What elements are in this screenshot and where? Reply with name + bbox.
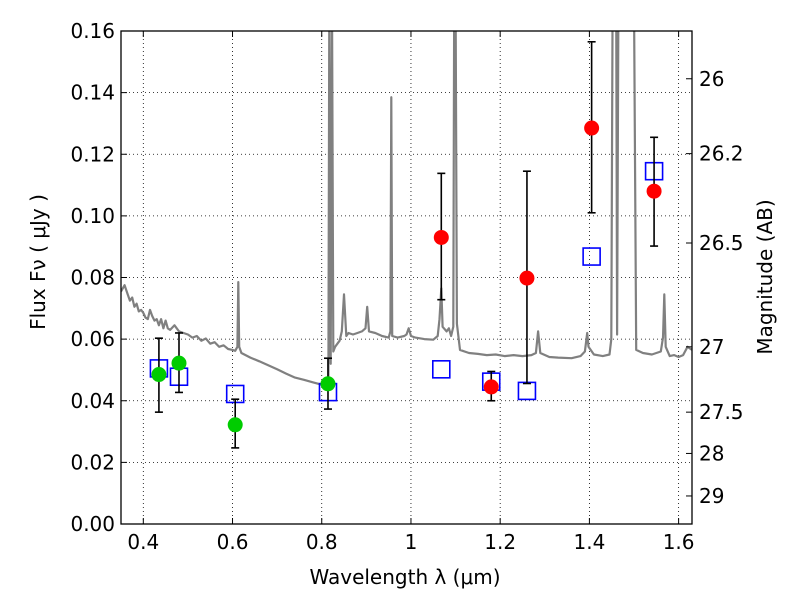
model-photometry-square	[431, 360, 451, 379]
y-tick-label: 0.06	[70, 327, 115, 351]
optical-data-point	[320, 376, 336, 392]
model-photometry-square	[582, 247, 601, 266]
y-tick-label: 0.16	[70, 19, 115, 43]
x-axis-label: Wavelength λ (μm)	[309, 565, 500, 589]
right-axis-label: Magnitude (AB)	[753, 199, 777, 354]
x-tick-label: 1.4	[573, 530, 605, 554]
optical-data-point	[151, 367, 167, 383]
plot-frame	[120, 30, 693, 525]
right-axis-tick-labels: 26 26.2 26.5 27 27.5 28 29	[699, 67, 744, 508]
y-tick-label: 0.08	[70, 266, 115, 290]
y-tick-label: 0.00	[70, 512, 115, 536]
y-tick-label: 0.14	[70, 81, 115, 105]
right-tick-label: 26.5	[699, 231, 744, 255]
right-tick-label: 27	[699, 335, 724, 359]
x-tick-label: 1.6	[663, 530, 695, 554]
x-tick-label: 0.6	[217, 530, 249, 554]
y-tick-label: 0.02	[70, 450, 115, 474]
right-tick-label: 26	[699, 67, 724, 91]
x-axis-tick-labels: 0.4 0.6 0.8 1 1.2 1.4 1.6	[127, 530, 694, 554]
optical-data-point	[227, 417, 243, 433]
model-photometry-square	[517, 381, 537, 401]
model-spectrum-line	[121, 31, 692, 387]
x-tick-label: 1.2	[484, 530, 516, 554]
y-axis-label: Flux Fν ( μJy )	[26, 194, 50, 330]
gridlines	[121, 31, 692, 524]
near-ir-data-point	[483, 379, 499, 395]
x-tick-label: 1	[405, 530, 418, 554]
plot-area	[121, 31, 692, 449]
right-tick-label: 29	[699, 484, 724, 508]
axis-ticks	[121, 30, 692, 525]
near-ir-data-point	[584, 120, 600, 136]
y-tick-label: 0.04	[70, 389, 115, 413]
right-tick-label: 27.5	[699, 400, 744, 424]
y-axis-tick-labels: 0.00 0.02 0.04 0.06 0.08 0.10 0.12 0.14 0.16	[70, 19, 115, 536]
x-tick-label: 0.8	[306, 530, 338, 554]
x-tick-label: 0.4	[127, 530, 159, 554]
optical-data-point	[171, 355, 187, 371]
y-tick-label: 0.10	[70, 204, 115, 228]
y-tick-label: 0.12	[70, 142, 115, 166]
right-tick-label: 28	[699, 441, 724, 465]
near-ir-data-point	[646, 183, 662, 199]
near-ir-data-point	[433, 229, 449, 245]
right-tick-label: 26.2	[699, 142, 744, 166]
near-ir-data-point	[519, 270, 535, 286]
